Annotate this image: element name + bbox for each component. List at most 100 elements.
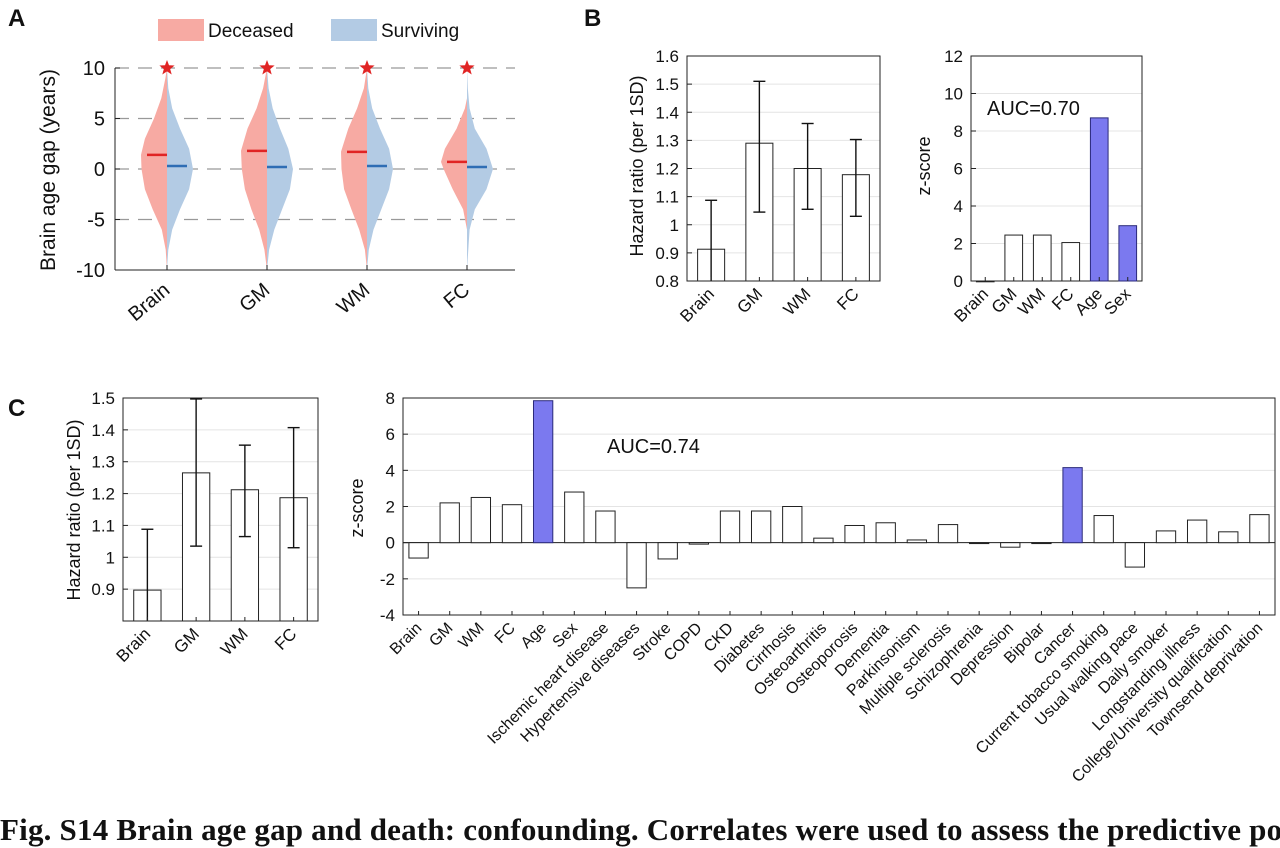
violin-surviving-gm <box>267 68 293 270</box>
x-tick-label-gm: GM <box>988 284 1021 317</box>
figure-caption: Fig. S14 Brain age gap and death: confou… <box>0 812 1280 847</box>
panel-b-auc-annotation: AUC=0.70 <box>987 98 1080 120</box>
y-tick-label: 1.2 <box>655 160 679 179</box>
y-tick-label: 1.3 <box>655 131 679 150</box>
panel-b-z-y-axis-label: z-score <box>914 136 934 195</box>
x-tick-label-brain: Brain <box>387 620 425 658</box>
panel-a-y-tick-label: -5 <box>87 210 105 232</box>
bar-usual-walking-pace <box>1124 542 1146 568</box>
bar-parkinsonism <box>906 539 928 544</box>
bar-wm <box>470 496 492 544</box>
panel-c-z-y-axis-label: z-score <box>347 478 367 537</box>
panel-label-b: B <box>584 5 601 32</box>
bar-bipolar <box>1031 542 1052 545</box>
panel-label-c: C <box>8 395 25 422</box>
y-tick-label: -4 <box>380 606 395 625</box>
panel-b-hazard-ratio-chart: Hazard ratio (per 1SD) Brain GM WM FC 0.8 0.9… <box>627 47 881 326</box>
bar-current-tobacco-smoking <box>1093 515 1114 544</box>
y-tick-label: 1.2 <box>91 485 115 504</box>
y-tick-label: 1.6 <box>655 47 679 66</box>
bar-college-university-qualification <box>1218 531 1239 544</box>
bar-ckd <box>719 510 741 544</box>
y-tick-label: 1 <box>106 548 115 567</box>
bar-cancer <box>1062 467 1083 544</box>
axes-frame <box>122 397 319 622</box>
x-tick-label-age: Age <box>1071 284 1106 319</box>
y-tick-label: 1.3 <box>91 453 115 472</box>
bar-stroke <box>657 542 678 560</box>
significance-star-icon <box>259 60 275 75</box>
y-tick-label: 0 <box>386 534 395 553</box>
panel-c-hazard-ratio-chart: Hazard ratio (per 1SD) Brain GM WM FC 0.9 1 1.… <box>64 389 319 666</box>
bar-osteoporosis <box>844 524 865 544</box>
bar-cirrhosis <box>782 506 803 544</box>
bar-sex <box>1118 225 1138 282</box>
panel-a-x-tick-label-fc: FC <box>440 279 475 313</box>
violin-deceased-gm <box>241 68 267 270</box>
y-tick-label: 1.4 <box>655 103 679 122</box>
bar-fc <box>501 504 523 544</box>
bar-schizophrenia <box>968 542 990 545</box>
y-tick-label: 4 <box>954 197 963 216</box>
bar-copd <box>688 542 710 545</box>
bar-fc <box>1061 242 1081 282</box>
bar-age <box>1089 117 1109 282</box>
bar-gm <box>439 502 460 544</box>
bar-brain <box>975 280 995 283</box>
y-tick-label: 1.1 <box>655 188 679 207</box>
legend-swatch-deceased <box>158 19 204 41</box>
y-tick-label: 1.4 <box>91 421 115 440</box>
y-tick-label: 0 <box>954 272 963 291</box>
bar-depression <box>1000 542 1021 548</box>
y-tick-label: 6 <box>386 425 395 444</box>
panel-c-auc-annotation: AUC=0.74 <box>607 436 700 458</box>
panel-a-y-tick-label: 0 <box>94 159 105 181</box>
y-tick-label: 1.5 <box>91 389 115 408</box>
bar-brain <box>408 542 429 559</box>
x-tick-label-wm: WM <box>456 620 488 652</box>
y-tick-label: 10 <box>944 85 963 104</box>
panel-a-y-tick-label: 5 <box>94 109 105 131</box>
panel-a-violin-chart: Deceased Surviving Brain age gap (years)… <box>37 19 515 326</box>
violin-surviving-wm <box>367 68 393 270</box>
panel-a-x-tick-label-wm: WM <box>333 279 374 319</box>
y-tick-label: 2 <box>386 498 395 517</box>
significance-star-icon <box>359 60 375 75</box>
bar-longstanding-illness <box>1186 519 1208 544</box>
x-tick-label-wm: WM <box>217 624 252 659</box>
bar-diabetes <box>750 510 772 544</box>
x-tick-label-brain: Brain <box>676 284 717 325</box>
significance-star-icon <box>459 60 475 75</box>
violin-deceased-wm <box>341 68 367 270</box>
panel-a-x-tick-label-gm: GM <box>235 279 274 317</box>
x-tick-label-wm: WM <box>780 284 815 319</box>
y-tick-label: 1.5 <box>655 75 679 94</box>
legend-label-surviving: Surviving <box>381 21 459 42</box>
legend-label-deceased: Deceased <box>208 21 294 42</box>
bar-ischemic-heart-disease <box>595 510 616 544</box>
y-tick-label: 6 <box>954 160 963 179</box>
x-tick-label-fc: FC <box>833 284 862 313</box>
y-tick-label: 0.9 <box>91 580 115 599</box>
y-tick-label: 4 <box>386 461 395 480</box>
x-tick-label-age: Age <box>518 620 550 652</box>
y-tick-label: 0.8 <box>655 272 679 291</box>
x-tick-label-fc: FC <box>492 620 519 647</box>
bar-osteoarthritis <box>813 537 834 544</box>
violin-deceased-brain <box>141 68 167 270</box>
bar-dementia <box>875 522 896 544</box>
violin-surviving-fc <box>467 68 493 270</box>
x-tick-label-fc: FC <box>1048 284 1077 313</box>
y-tick-label: -2 <box>380 570 395 589</box>
panel-a-y-tick-label: 10 <box>83 58 105 80</box>
violin-surviving-brain <box>167 68 193 270</box>
bar-sex <box>564 491 585 544</box>
x-tick-label-gm: GM <box>170 624 203 657</box>
y-tick-label: 1.1 <box>91 516 115 535</box>
y-tick-label: 2 <box>954 235 963 254</box>
x-tick-label-sex: Sex <box>1100 284 1135 319</box>
bar-multiple-sclerosis <box>937 524 959 544</box>
